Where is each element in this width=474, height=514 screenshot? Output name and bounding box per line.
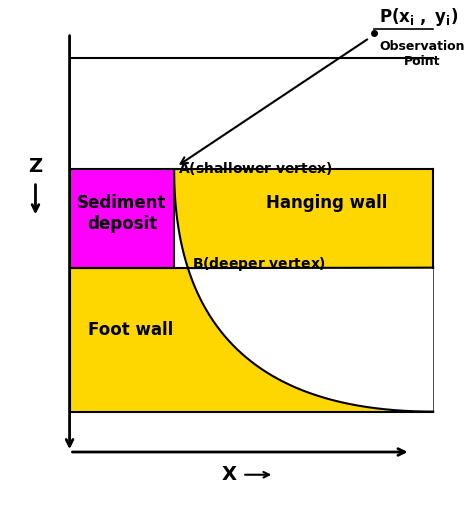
Text: Foot wall: Foot wall [88, 321, 173, 339]
Polygon shape [70, 268, 433, 412]
Text: Hanging wall: Hanging wall [266, 194, 387, 212]
Text: Z: Z [28, 157, 43, 176]
Text: $\mathbf{A}$(shallower vertex): $\mathbf{A}$(shallower vertex) [178, 160, 333, 177]
Text: Sediment
deposit: Sediment deposit [77, 194, 166, 233]
Text: $\mathbf{B}$(deeper vertex): $\mathbf{B}$(deeper vertex) [192, 254, 327, 272]
Text: X: X [221, 465, 236, 484]
Text: $\mathbf{P(x_i\ ,\ y_i)}$: $\mathbf{P(x_i\ ,\ y_i)}$ [379, 6, 458, 28]
Text: Observation
Point: Observation Point [379, 41, 465, 68]
Polygon shape [174, 169, 433, 268]
Polygon shape [70, 169, 174, 268]
